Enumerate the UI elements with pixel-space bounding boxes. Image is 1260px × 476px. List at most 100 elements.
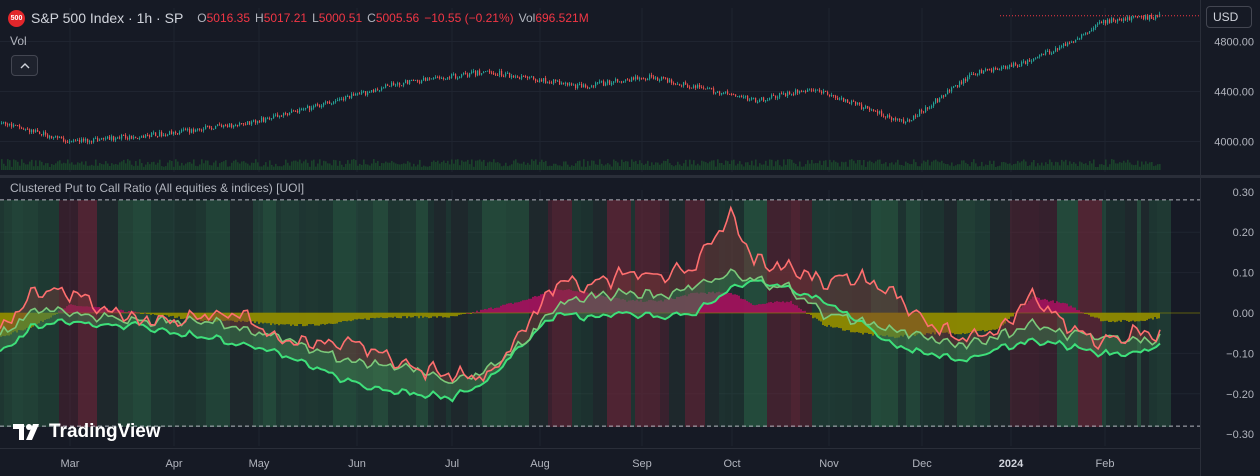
volume-bar (653, 164, 655, 170)
histogram-bar (434, 313, 436, 317)
volume-bar (891, 162, 893, 170)
histogram-bar (442, 313, 444, 318)
volume-bar (1061, 159, 1063, 170)
histogram-bar (758, 304, 760, 313)
candle-body (1057, 48, 1059, 50)
volume-bar (247, 163, 249, 170)
volume-bar (743, 166, 745, 170)
candle-body (895, 118, 897, 120)
volume-bar (863, 160, 865, 170)
collapse-legend-button[interactable] (11, 55, 38, 76)
candle-body (791, 93, 793, 95)
candle-body (323, 102, 325, 106)
volume-bar (589, 165, 591, 170)
candle-body (425, 77, 427, 81)
histogram-bar (890, 313, 892, 337)
candle-body (921, 110, 923, 112)
candle-body (291, 110, 293, 113)
histogram-bar (484, 308, 486, 313)
histogram-bar (1040, 299, 1042, 313)
volume-bar (951, 162, 953, 170)
histogram-bar (1148, 313, 1150, 319)
series-line-bright-green (0, 279, 1161, 403)
volume-bar (331, 165, 333, 170)
volume-bar (501, 166, 503, 170)
volume-bar (585, 166, 587, 170)
histogram-bar (824, 313, 826, 326)
histogram-bar (1026, 303, 1028, 313)
candle-body (341, 98, 343, 100)
time-tick-label: Mar (61, 458, 80, 470)
volume-bar (89, 165, 91, 170)
volume-bar (1059, 165, 1061, 170)
candle-body (741, 95, 743, 98)
candle-body (1089, 30, 1091, 33)
histogram-bar (716, 292, 718, 313)
candle-body (373, 89, 375, 92)
volume-bar (919, 166, 921, 170)
volume-bar (503, 165, 505, 170)
candle-body (361, 91, 363, 94)
candle-body (31, 129, 33, 133)
volume-bar (619, 166, 621, 170)
candle-body (879, 111, 881, 114)
symbol-title[interactable]: S&P 500 Index · 1h · SP (31, 10, 184, 26)
histogram-bar (1138, 313, 1140, 322)
volume-bar (1041, 162, 1043, 170)
volume-bar (149, 164, 151, 170)
volume-value: Vol696.521M (518, 11, 589, 25)
currency-button[interactable]: USD (1206, 6, 1252, 28)
candle-body (531, 76, 533, 78)
histogram-bar (830, 313, 832, 327)
candle-body (463, 72, 465, 75)
candle-body (591, 85, 593, 88)
volume-bar (607, 163, 609, 170)
volume-bar (105, 161, 107, 170)
candle-body (945, 94, 947, 97)
volume-bar (123, 159, 125, 170)
volume-bar (117, 164, 119, 170)
candle-body (903, 119, 905, 124)
volume-bar (703, 161, 705, 170)
volume-bar (231, 162, 233, 170)
volume-bar (435, 161, 437, 170)
candle-body (289, 112, 291, 115)
volume-bar (639, 160, 641, 170)
price-tick-label: 4000.00 (1214, 137, 1254, 149)
candle-body (151, 132, 153, 137)
volume-bar (81, 161, 83, 170)
candle-body (1131, 16, 1133, 21)
histogram-bar (508, 303, 510, 313)
time-tick-label: Oct (723, 458, 740, 470)
volume-bar (1147, 163, 1149, 170)
volume-bar (415, 166, 417, 170)
volume-bar (33, 166, 35, 170)
candle-body (263, 117, 265, 122)
histogram-bar (1118, 313, 1120, 321)
candle-body (321, 105, 323, 108)
volume-bar (335, 160, 337, 170)
indicator-title[interactable]: Clustered Put to Call Ratio (All equitie… (10, 181, 305, 195)
candle-body (427, 78, 429, 81)
time-tick-label: Apr (165, 458, 182, 470)
candle-body (723, 92, 725, 94)
volume-bar (759, 163, 761, 170)
candle-body (755, 97, 757, 103)
histogram-bar (738, 295, 740, 313)
histogram-bar (950, 313, 952, 333)
volume-bar (685, 159, 687, 170)
histogram-bar (556, 288, 558, 313)
candle-body (813, 90, 815, 92)
histogram-bar (486, 309, 488, 313)
candle-body (643, 78, 645, 80)
volume-bar (1023, 159, 1025, 170)
candle-body (647, 78, 649, 80)
candle-body (909, 119, 911, 122)
histogram-bar (298, 313, 300, 325)
volume-bar (615, 161, 617, 170)
volume-bar (201, 159, 203, 170)
low-value: L5000.51 (312, 11, 363, 25)
candle-body (681, 85, 683, 87)
candle-body (297, 110, 299, 113)
